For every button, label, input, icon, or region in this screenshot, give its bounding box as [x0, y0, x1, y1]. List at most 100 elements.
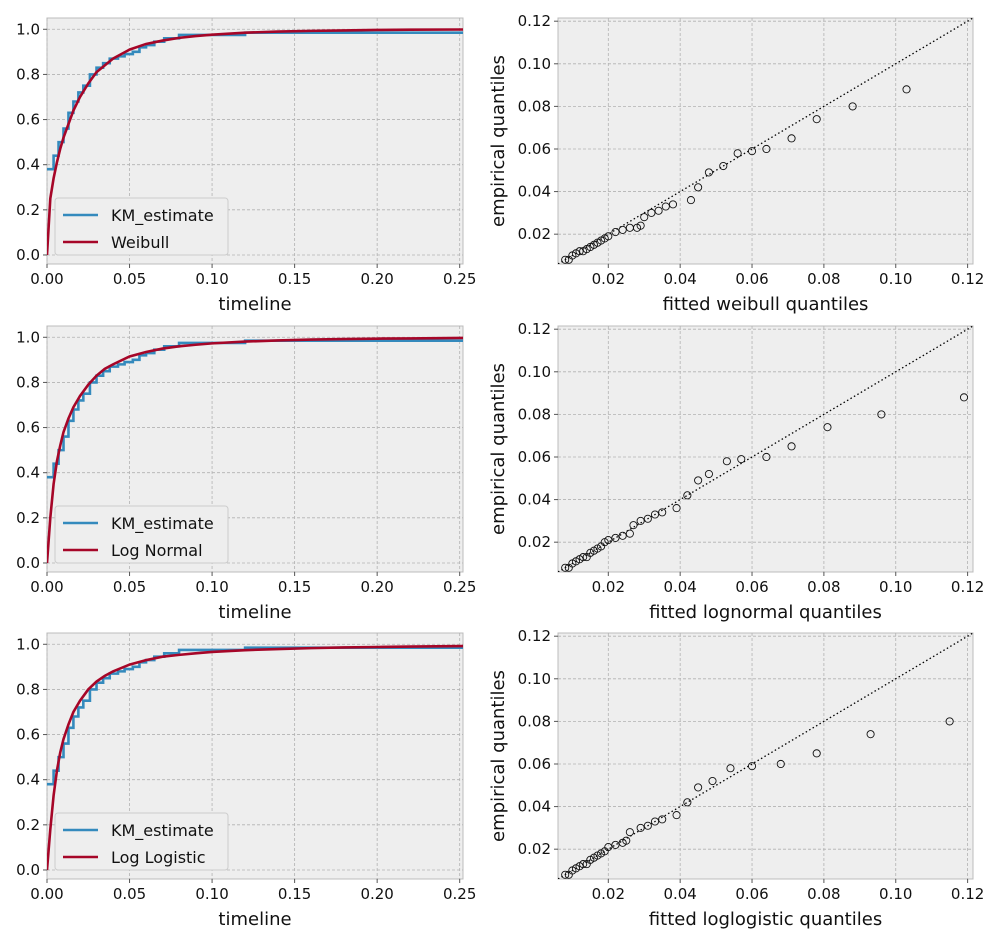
quantile-point: [604, 843, 613, 852]
quantile-point: [647, 208, 656, 217]
y-tick-label: 0.6: [16, 726, 40, 744]
y-tick-label: 0.10: [518, 363, 551, 381]
quantile-point: [622, 836, 631, 845]
quantile-point: [787, 442, 796, 451]
y-tick-label: 0.12: [518, 627, 551, 645]
quantile-point: [787, 134, 796, 143]
plot-area: [558, 18, 973, 264]
x-axis-label: fitted lognormal quantiles: [649, 602, 882, 623]
y-tick-label: 1.0: [16, 20, 40, 38]
quantile-point: [672, 811, 681, 820]
y-tick-label: 0.4: [16, 156, 40, 174]
quantile-point: [704, 168, 713, 177]
legend-label: KM_estimate: [111, 206, 214, 226]
quantile-point: [579, 553, 588, 562]
y-tick-label: 0.0: [16, 246, 40, 264]
panel-row3-left: 0.00 0.05 0.10 0.15 0.20 0.25 0.0 0.2 0.4 0.6 0.8 1…: [16, 632, 476, 930]
x-tick-label: 0.02: [592, 885, 625, 903]
quantile-point: [625, 529, 634, 538]
fitted-curve-line: [47, 644, 463, 871]
x-tick-label: 0.06: [735, 270, 768, 288]
x-tick-label: 0.12: [951, 270, 984, 288]
reference-line: [558, 633, 973, 879]
quantile-point: [561, 255, 570, 264]
y-tick-label: 0.2: [16, 201, 40, 219]
x-tick-label: 0.05: [113, 885, 146, 903]
x-tick-label: 0.02: [592, 578, 625, 596]
quantile-point: [611, 840, 620, 849]
panel-row3-right: 0.02 0.04 0.06 0.08 0.10 0.12 0.02 0.04 0.06 0.08…: [488, 627, 984, 930]
y-tick-label: 0.4: [16, 771, 40, 789]
legend-label: KM_estimate: [111, 514, 214, 534]
reference-line: [558, 18, 973, 264]
x-tick-label: 0.10: [879, 578, 912, 596]
quantile-point: [611, 228, 620, 237]
plot-area: [47, 28, 463, 256]
quantile-point: [575, 247, 584, 256]
quantile-point: [640, 213, 649, 222]
legend-label: Log Logistic: [111, 848, 206, 867]
x-axis-label: fitted loglogistic quantiles: [649, 909, 882, 930]
quantile-point: [604, 232, 613, 241]
quantile-point: [618, 531, 627, 540]
x-tick-label: 0.04: [663, 885, 696, 903]
quantile-point: [650, 510, 660, 519]
quantile-point: [719, 161, 728, 171]
legend-label: Weibull: [111, 233, 169, 252]
quantile-point: [643, 514, 652, 523]
quantile-point: [733, 149, 742, 158]
y-tick-label: 0.8: [16, 373, 40, 391]
quantile-point: [762, 144, 771, 154]
y-tick-label: 0.2: [16, 509, 40, 527]
panel-row2-left: 0.00 0.05 0.10 0.15 0.20 0.25 0.0 0.2 0.4 0.6 0.8 1…: [16, 325, 476, 623]
y-tick-label: 0.4: [16, 464, 40, 482]
km-estimate-line: [47, 646, 463, 786]
x-axis-label: fitted weibull quantiles: [663, 294, 869, 315]
quantile-point: [737, 455, 746, 464]
quantile-point: [604, 536, 613, 545]
y-tick-label: 0.08: [518, 405, 551, 423]
quantile-point: [611, 533, 620, 542]
y-tick-label: 0.6: [16, 419, 40, 437]
y-tick-label: 0.2: [16, 816, 40, 834]
plot-area: [47, 644, 463, 871]
x-tick-label: 0.10: [879, 885, 912, 903]
quantile-point: [561, 870, 570, 879]
y-tick-label: 0.12: [518, 320, 551, 338]
x-tick-label: 0.08: [807, 578, 840, 596]
quantile-point: [686, 196, 695, 205]
quantile-point: [945, 717, 954, 726]
x-tick-label: 0.15: [278, 578, 311, 596]
y-tick-label: 0.04: [518, 491, 551, 509]
y-tick-label: 0.0: [16, 861, 40, 879]
plot-area: [558, 633, 973, 879]
x-tick-label: 0.20: [360, 578, 393, 596]
quantile-point: [848, 102, 857, 111]
quantile-point: [866, 730, 875, 739]
panel-row1-right: 0.02 0.04 0.06 0.08 0.10 0.12 0.02 0.04 0.06 0.08…: [488, 12, 984, 315]
legend-frame: [54, 812, 229, 871]
x-tick-label: 0.25: [443, 578, 476, 596]
x-tick-label: 0.10: [879, 270, 912, 288]
y-tick-label: 0.04: [518, 183, 551, 201]
quantile-point: [902, 85, 911, 94]
y-tick-label: 0.12: [518, 12, 551, 30]
legend: KM_estimate Weibull: [54, 197, 229, 256]
x-tick-label: 0.05: [113, 578, 146, 596]
x-tick-label: 0.00: [30, 270, 63, 288]
y-tick-label: 0.8: [16, 65, 40, 83]
x-tick-label: 0.02: [592, 270, 625, 288]
quantile-point: [618, 225, 627, 234]
quantile-point: [650, 817, 660, 826]
x-tick-label: 0.06: [735, 578, 768, 596]
x-tick-label: 0.00: [30, 885, 63, 903]
panel-row1-left: 0.00 0.05 0.10 0.15 0.20 0.25 0.0 0.2 0.4 0.6 0.8 1…: [16, 17, 476, 315]
x-axis-label: timeline: [218, 909, 291, 930]
panel-row2-right: 0.02 0.04 0.06 0.08 0.10 0.12 0.02 0.04 0.06 0.08…: [488, 320, 984, 623]
quantile-point: [683, 491, 692, 500]
quantile-point: [672, 504, 681, 513]
quantile-point: [636, 221, 645, 230]
quantile-point: [661, 202, 670, 211]
y-tick-label: 0.06: [518, 448, 551, 466]
quantile-point: [722, 457, 731, 466]
